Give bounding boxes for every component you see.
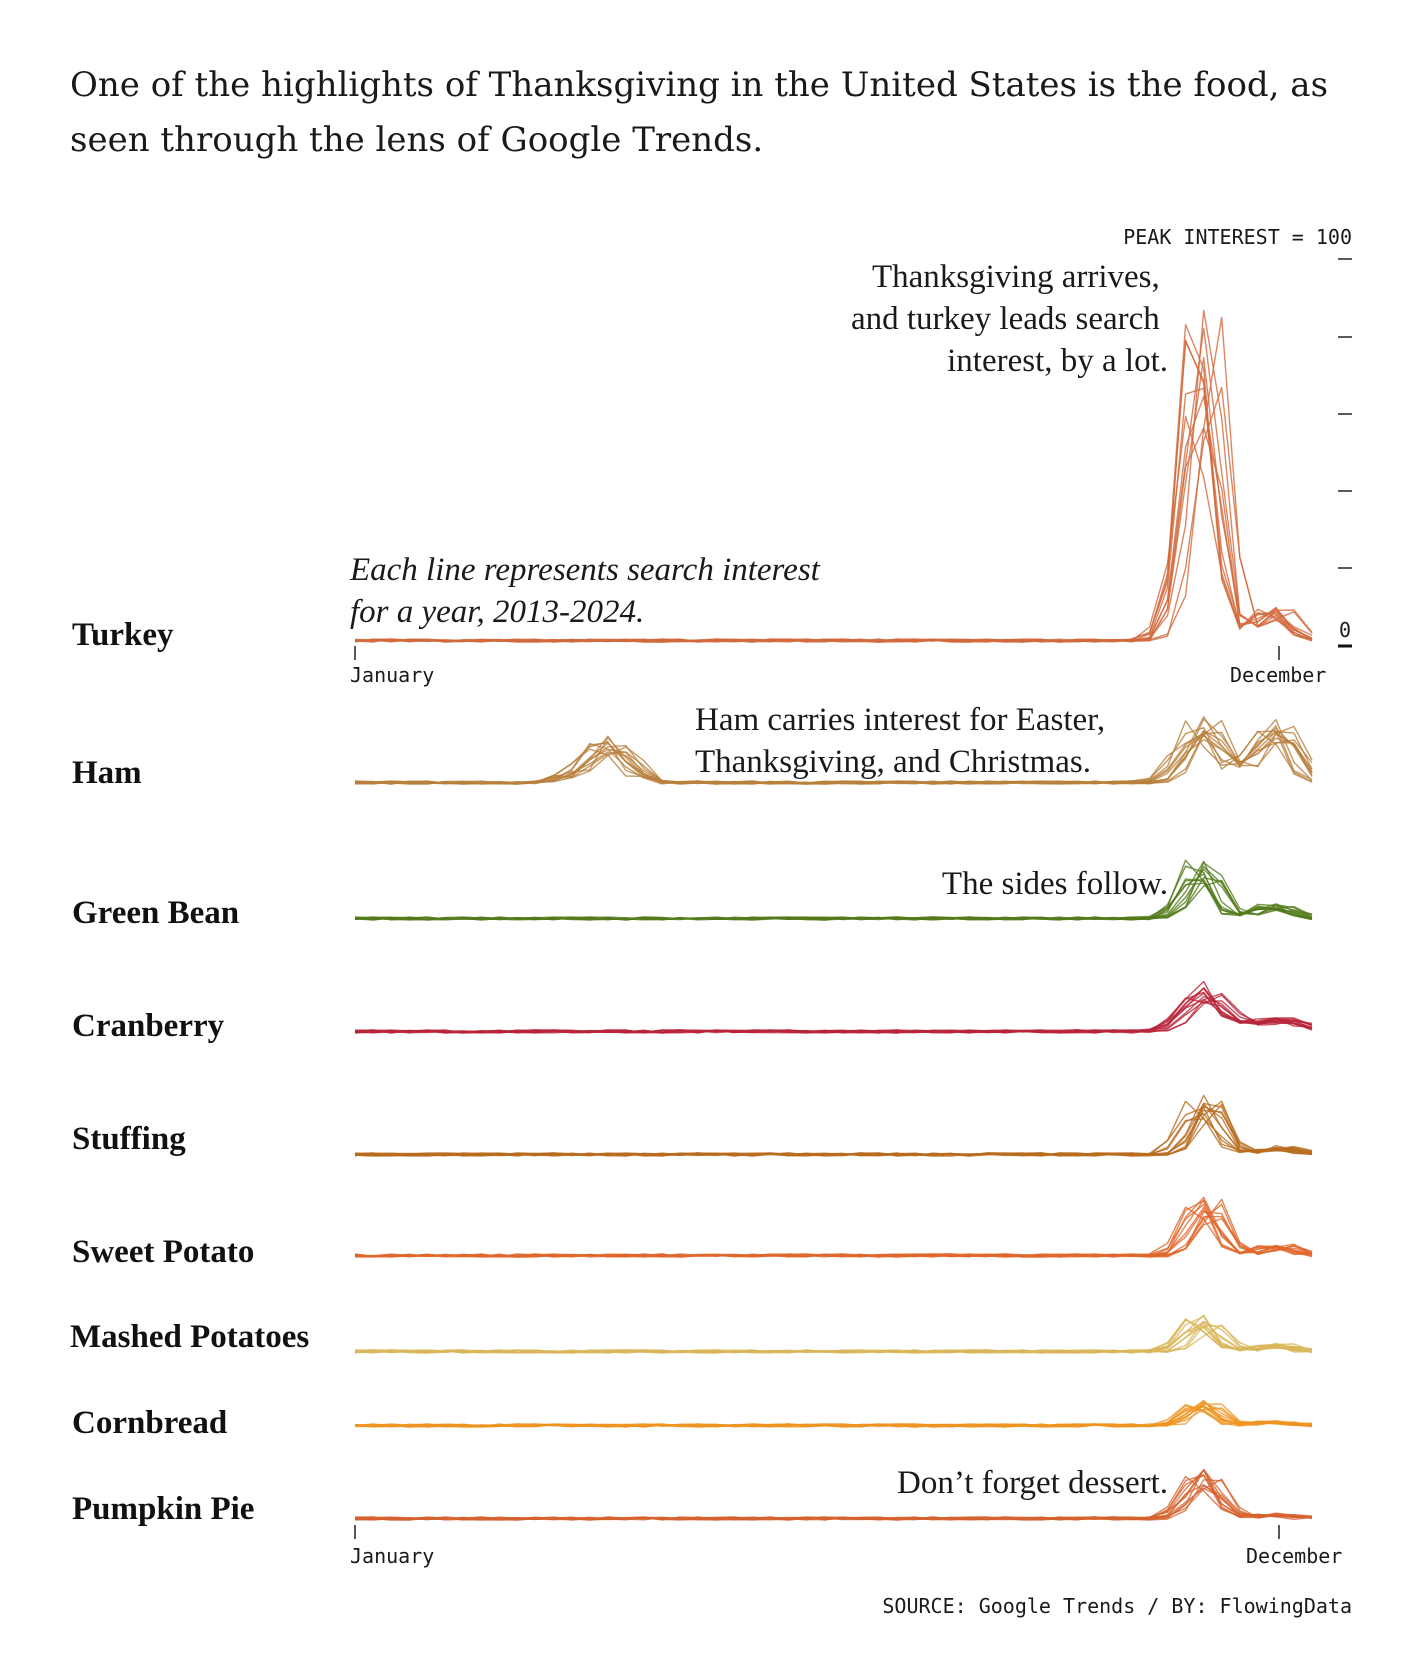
series-line-sweet-potato-2013 (354, 1203, 1313, 1258)
series-label: Mashed Potatoes (70, 1319, 309, 1355)
series-line-pumpkin-pie-2024 (354, 1474, 1313, 1521)
series-label: Cranberry (72, 1008, 225, 1044)
series-line-mashed-potatoes-2013 (354, 1324, 1313, 1354)
series-line-sweet-potato-2020 (354, 1206, 1313, 1258)
series-label: Green Bean (72, 895, 239, 931)
axis-label-december-bottom: December (1246, 1544, 1342, 1568)
dessert-annotation: Don’t forget dessert. (897, 1465, 1168, 1501)
series-group: Turkey Ham Green Bean Cranberry Stuffing Swee… (70, 309, 1313, 1527)
ham-annotation: Ham carries interest for Easter, Thanksg… (695, 702, 1113, 780)
series-line-cornbread-2024 (354, 1405, 1313, 1428)
scale-ticks (1338, 258, 1352, 648)
series-line-mashed-potatoes-2020 (354, 1324, 1313, 1354)
sides-annotation: The sides follow. (942, 866, 1168, 902)
axis-label-january-top: January (350, 663, 434, 687)
scale-zero-label: 0 (1339, 618, 1351, 642)
series-line-sweet-potato-2021 (354, 1203, 1313, 1258)
turkey-annotation-line-1: Thanksgiving arrives, (872, 259, 1160, 295)
peak-interest-label: PEAK INTEREST = 100 (1123, 225, 1352, 249)
series-label: Sweet Potato (72, 1234, 254, 1270)
series-line-ham-2024 (354, 720, 1313, 785)
series-line-pumpkin-pie-2023 (354, 1468, 1313, 1521)
series-line-pumpkin-pie-2021 (354, 1469, 1313, 1521)
axis-label-january-bottom: January (350, 1544, 434, 1568)
series-line-stuffing-2018 (354, 1109, 1313, 1157)
method-annotation-line-1: Each line represents search interest (349, 552, 821, 588)
turkey-annotation-line-2: and turkey leads search (851, 301, 1160, 337)
series-line-stuffing-2016 (354, 1112, 1313, 1157)
series-line-mashed-potatoes-2024 (354, 1325, 1313, 1354)
source-credit: SOURCE: Google Trends / BY: FlowingData (882, 1594, 1352, 1618)
series-label: Cornbread (72, 1405, 227, 1441)
series-label: Turkey (72, 617, 174, 653)
series-line-sweet-potato-2023 (354, 1199, 1313, 1258)
axis-label-december-top: December (1230, 663, 1326, 687)
series-line-sweet-potato-2024 (354, 1211, 1313, 1258)
series-label: Ham (72, 755, 142, 791)
method-annotation: Each line represents search interest for… (349, 552, 828, 630)
series-line-pumpkin-pie-2015 (354, 1469, 1313, 1521)
series-line-pumpkin-pie-2019 (354, 1469, 1313, 1521)
series-line-sweet-potato-2016 (354, 1206, 1313, 1258)
method-annotation-line-2: for a year, 2013-2024. (350, 594, 644, 630)
ham-annotation-line-2: Thanksgiving, and Christmas. (695, 744, 1091, 780)
series-line-green-bean-2024 (354, 873, 1313, 921)
series-line-stuffing-2024 (354, 1106, 1313, 1157)
series-label: Stuffing (72, 1121, 186, 1157)
ham-annotation-line-1: Ham carries interest for Easter, (695, 702, 1105, 738)
series-line-cranberry-2022 (354, 995, 1313, 1034)
series-line-turkey-2024 (354, 316, 1313, 643)
series-line-green-bean-2013 (354, 865, 1313, 921)
intro-text: One of the highlights of Thanksgiving in… (70, 65, 1329, 160)
turkey-annotation: Thanksgiving arrives, and turkey leads s… (851, 259, 1168, 379)
series-label: Pumpkin Pie (72, 1491, 254, 1527)
series-line-cranberry-2024 (354, 987, 1313, 1034)
turkey-annotation-line-3: interest, by a lot. (947, 343, 1168, 379)
series-line-mashed-potatoes-2016 (354, 1314, 1313, 1354)
